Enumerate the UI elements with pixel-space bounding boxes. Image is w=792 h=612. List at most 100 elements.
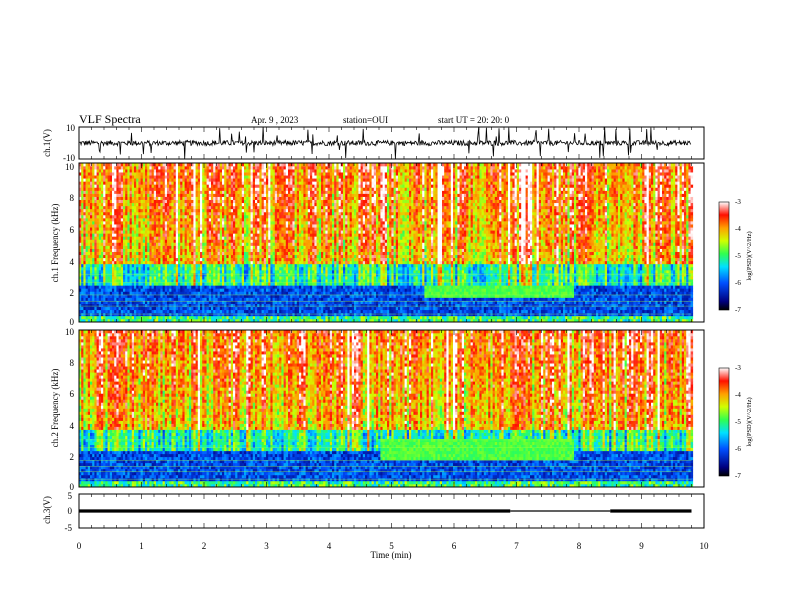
spectrogram-cell [197,202,201,207]
spectrogram-cell [87,227,91,231]
spectrogram-cell [230,169,234,173]
spectrogram-cell [107,297,111,301]
spectrogram-cell [175,178,179,182]
spectrogram-cell [270,291,273,295]
spectrogram-cell [244,303,247,308]
spectrogram-cell [277,178,280,182]
spectrogram-cell [217,273,221,277]
spectrogram-cell [164,263,168,268]
spectrogram-cell [112,288,115,292]
spectrogram-cell [235,172,238,176]
spectrogram-column [277,163,280,323]
spectrogram-cell [222,260,225,265]
spectrogram-cell [222,230,225,234]
spectrogram-cell [120,309,124,314]
spectrogram-cell [248,181,251,185]
spectrogram-cell [125,199,128,204]
spectrogram-cell [204,230,207,234]
spectrogram-cell [222,181,225,185]
spectrogram-cell [92,260,95,265]
spectrogram-cell [118,276,122,280]
spectrogram-cell [219,224,223,228]
spectrogram-cell [142,181,146,185]
spectrogram-cell [138,215,141,219]
spectrogram-cell [107,306,111,311]
spectrogram-cell [125,297,128,301]
spectrogram-cell [109,288,113,292]
spectrogram-cell [213,205,216,210]
spectrogram-cell [145,199,148,204]
spectrogram-cell [118,230,122,234]
spectrogram-cell [279,267,282,271]
spectrogram-cell [120,211,124,216]
spectrogram-cell [197,248,201,252]
spectrogram-cell [266,270,269,274]
spectrogram-cell [149,276,152,280]
spectrogram-cell [120,196,124,200]
spectrogram-cell [215,178,218,182]
spectrogram-cell [116,211,119,216]
spectrogram-cell [226,273,229,277]
spectrogram-cell [178,309,181,314]
spectrogram-cell [175,215,179,219]
spectrogram-cell [90,257,93,262]
spectrogram-cell [272,279,276,283]
spectrogram-cell [206,166,210,170]
spectrogram-cell [222,245,225,249]
spectrogram-cell [233,273,236,277]
spectrogram-cell [255,227,258,231]
spectrogram-column [226,163,229,323]
spectrogram-cell [228,230,232,234]
spectrogram-cell [257,215,260,219]
spectrogram-cell [252,218,256,222]
spectrogram-cell [85,267,89,271]
spectrogram-cell [274,318,278,323]
spectrogram-cell [123,184,126,188]
spectrogram-cell [208,221,212,225]
spectrogram-cell [142,169,146,173]
spectrogram-cell [206,312,210,317]
spectrogram-cell [279,187,282,191]
spectrogram-cell [105,181,108,185]
spectrogram-cell [255,224,258,228]
spectrogram-cell [230,239,234,243]
spectrogram-cell [145,196,148,200]
spectrogram-cell [217,233,221,237]
spectrogram-cell [142,273,146,277]
spectrogram-cell [237,211,240,216]
spectrogram-cell [125,245,128,249]
spectrogram-cell [184,218,188,222]
spectrogram-cell [92,294,95,298]
spectrogram-cell [94,215,97,219]
spectrogram-cell [94,199,97,204]
spectrogram-cell [272,285,276,289]
spectrogram-cell [158,245,161,249]
spectrogram-cell [162,279,166,283]
spectrogram-cell [79,184,82,188]
spectrogram-cell [147,208,150,213]
spectrogram-cell [79,163,82,167]
spectrogram-cell [263,230,267,234]
spectrogram-column [131,163,135,323]
spectrogram-cell [206,285,210,289]
spectrogram-cell [279,227,282,231]
spectrogram-cell [167,257,170,262]
spectrogram-cell [87,175,91,179]
spectrogram-cell [120,193,124,197]
spectrogram-cell [274,172,278,176]
spectrogram-cell [127,297,130,301]
spectrogram-cell [228,306,232,311]
spectrogram-cell [250,288,254,292]
spectrogram-cell [85,224,89,228]
spectrogram-cell [114,196,117,200]
spectrogram-cell [219,254,223,259]
spectrogram-cell [107,254,111,259]
spectrogram-cell [171,184,174,188]
spectrogram-cell [252,282,256,286]
spectrogram-cell [239,306,243,311]
spectrogram-cell [272,309,276,314]
spectrogram-cell [127,202,130,207]
spectrogram-cell [116,273,119,277]
spectrogram-cell [219,187,223,191]
spectrogram-cell [252,291,256,295]
